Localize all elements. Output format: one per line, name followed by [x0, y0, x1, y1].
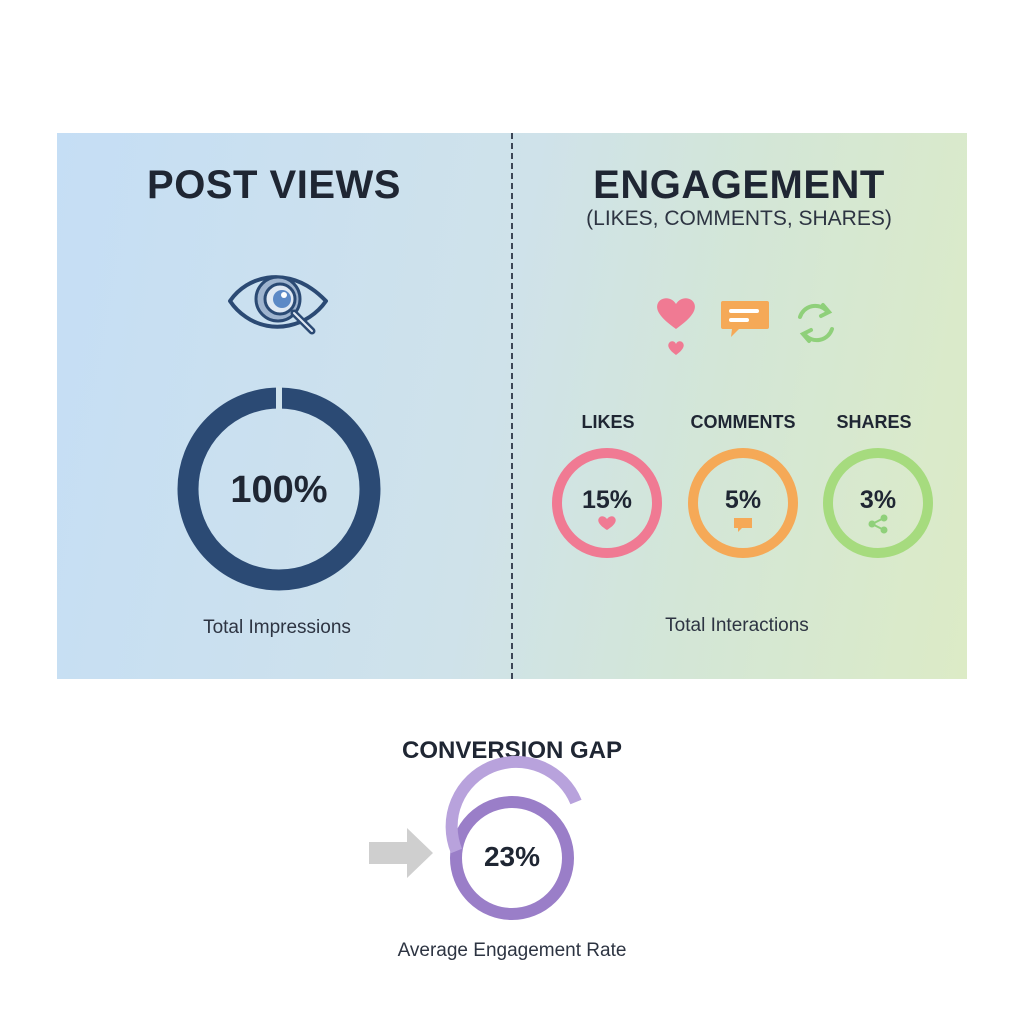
shares-donut	[823, 448, 933, 558]
likes-heading: LIKES	[581, 412, 635, 432]
views-donut	[177, 386, 381, 591]
comments-heading: COMMENTS	[690, 412, 796, 432]
engagement-rate-label: 23%	[483, 841, 541, 872]
comparison-panel: POST VIEWS 100% Total Impressions ENGAGE…	[57, 133, 967, 679]
eye-magnifier-icon	[228, 275, 328, 335]
post-views-title: POST VIEWS	[147, 163, 401, 207]
speech-bubble-icon	[734, 518, 752, 532]
ring-gap	[276, 386, 282, 410]
rate-segment	[445, 755, 582, 854]
speech-bubble-icon	[721, 301, 769, 337]
total-interactions-caption: Total Interactions	[665, 615, 809, 636]
shares-heading: SHARES	[836, 412, 912, 432]
arrow-right-icon	[369, 828, 433, 878]
likes-ring	[552, 448, 662, 558]
engagement-icons	[657, 298, 834, 355]
likes-donut	[552, 448, 662, 558]
comments-donut	[688, 448, 798, 558]
rate-ring	[450, 796, 574, 920]
engagement-title: ENGAGEMENT	[593, 163, 885, 207]
likes-percent-label: 15%	[581, 486, 633, 514]
shares-percent-label: 3%	[859, 486, 897, 514]
total-impressions-caption: Total Impressions	[203, 617, 351, 638]
shares-ring	[823, 448, 933, 558]
heart-icon	[598, 516, 616, 530]
heart-icon	[657, 298, 695, 355]
comments-percent-label: 5%	[724, 486, 762, 514]
views-percent-label: 100%	[230, 469, 328, 511]
comments-ring	[688, 448, 798, 558]
share-icon	[868, 514, 888, 534]
dashed-divider	[511, 133, 513, 679]
average-engagement-rate-caption: Average Engagement Rate	[397, 940, 627, 961]
engagement-subtitle: (LIKES, COMMENTS, SHARES)	[586, 207, 892, 230]
engagement-rate-donut	[445, 755, 582, 920]
share-arrows-icon	[798, 303, 834, 343]
